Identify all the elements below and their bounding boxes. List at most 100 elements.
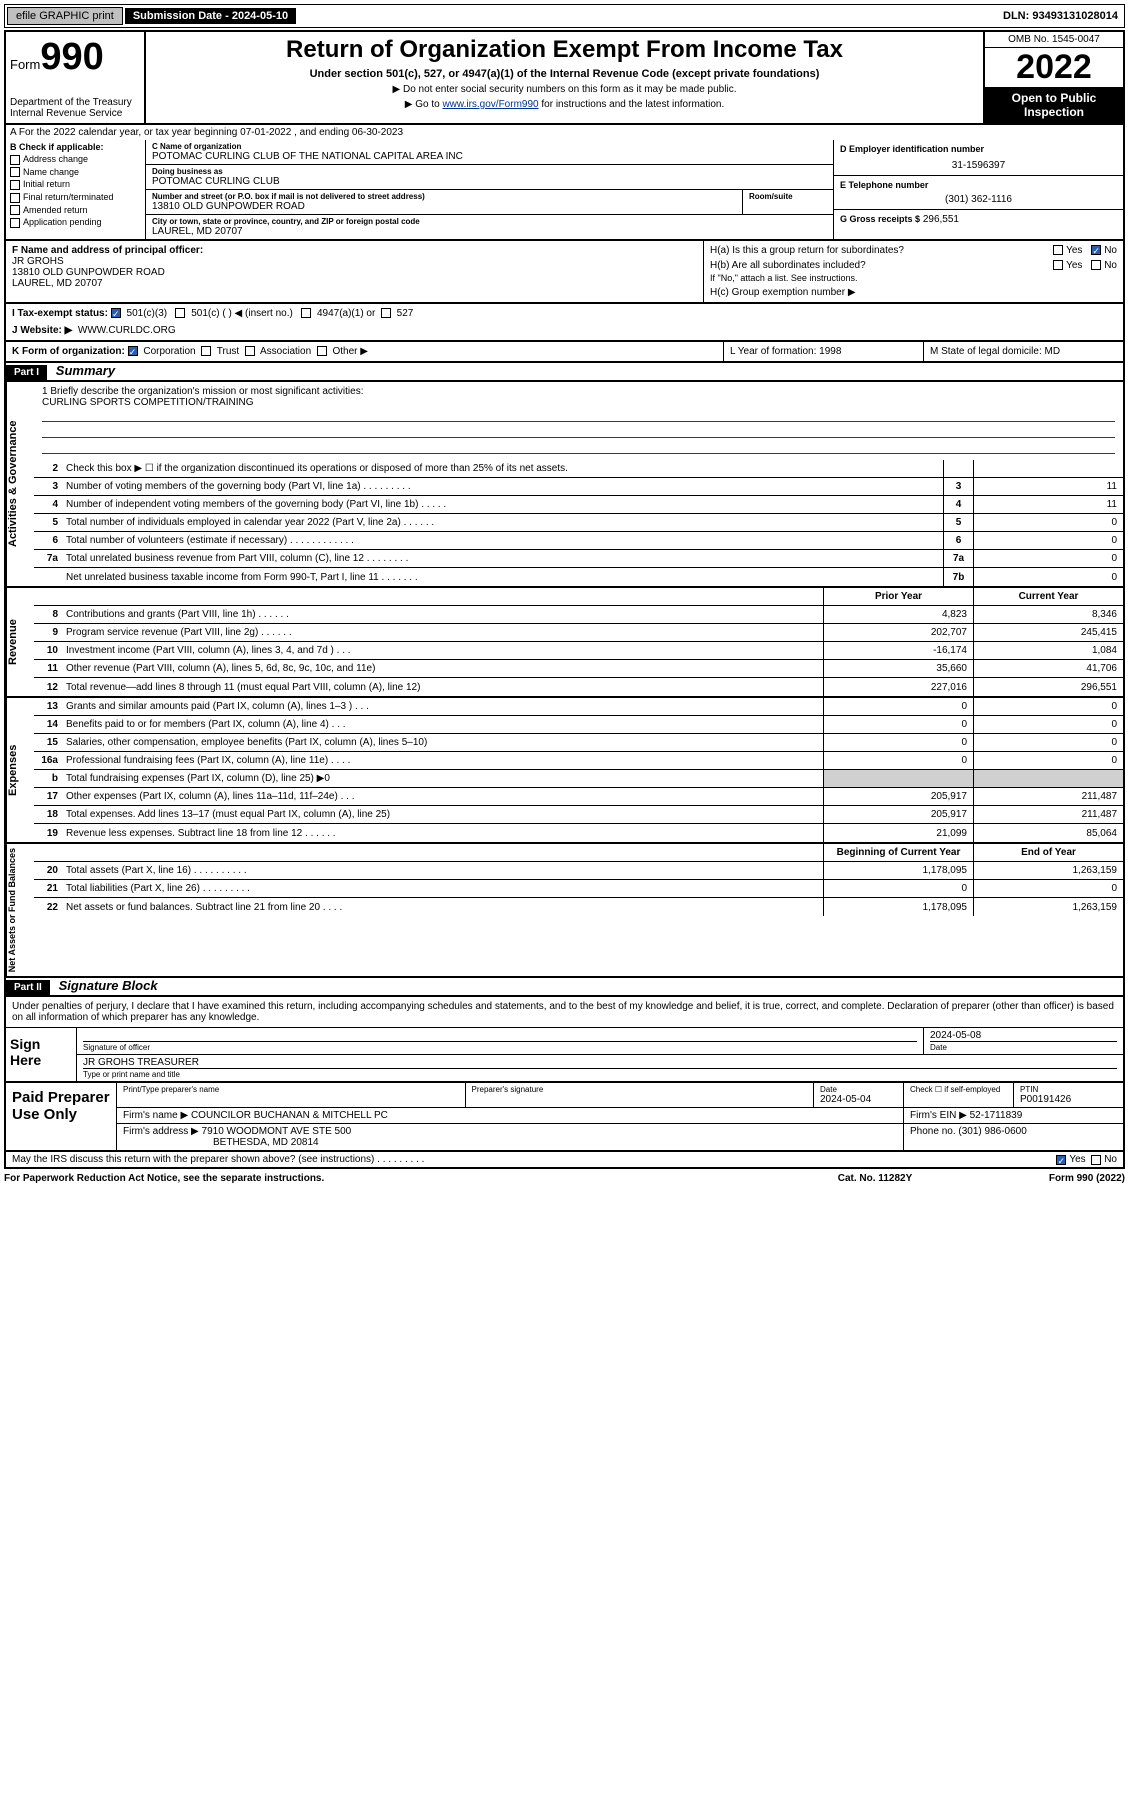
checkbox-address-change[interactable] [10,155,20,165]
signature-block: Under penalties of perjury, I declare th… [4,997,1125,1152]
vtab-revenue: Revenue [6,588,34,696]
hb-note: If "No," attach a list. See instructions… [710,273,1117,283]
checkbox-initial-return[interactable] [10,180,20,190]
i-4947[interactable] [301,308,311,318]
row-f-h: F Name and address of principal officer:… [4,241,1125,304]
line-a-tax-year: A For the 2022 calendar year, or tax yea… [4,125,1125,140]
form-header: Form990 Department of the Treasury Inter… [4,30,1125,125]
dba-name: POTOMAC CURLING CLUB [152,176,827,187]
summary-row: 15Salaries, other compensation, employee… [34,734,1123,752]
summary-row: 8Contributions and grants (Part VIII, li… [34,606,1123,624]
may-yes[interactable]: ✓ [1056,1155,1066,1165]
city-state-zip: LAUREL, MD 20707 [152,226,827,237]
summary-row: 20Total assets (Part X, line 16) . . . .… [34,862,1123,880]
open-inspection: Open to Public Inspection [985,87,1123,123]
omb-number: OMB No. 1545-0047 [985,32,1123,48]
firm-addr: 7910 WOODMONT AVE STE 500 [202,1126,352,1137]
summary-row: Net unrelated business taxable income fr… [34,568,1123,586]
i-527[interactable] [381,308,391,318]
irs-link[interactable]: www.irs.gov/Form990 [442,99,538,110]
ha-yes[interactable] [1053,245,1063,255]
perjury-declaration: Under penalties of perjury, I declare th… [6,997,1123,1027]
check-self-employed[interactable]: Check ☐ if self-employed [910,1085,1007,1094]
summary-row: 4Number of independent voting members of… [34,496,1123,514]
vtab-governance: Activities & Governance [6,382,34,586]
i-501c[interactable] [175,308,185,318]
sig-officer-label: Signature of officer [83,1041,917,1052]
checkbox-amended[interactable] [10,205,20,215]
top-toolbar: efile GRAPHIC print Submission Date - 20… [4,4,1125,28]
officer-addr1: 13810 OLD GUNPOWDER ROAD [12,267,697,278]
summary-row: 10Investment income (Part VIII, column (… [34,642,1123,660]
summary-row: 2Check this box ▶ ☐ if the organization … [34,460,1123,478]
summary-row: 14Benefits paid to or for members (Part … [34,716,1123,734]
k-trust[interactable] [201,346,211,356]
checkbox-name-change[interactable] [10,167,20,177]
form-990-footer: Form 990 (2022) [975,1173,1125,1184]
dln: DLN: 93493131028014 [1003,10,1124,22]
page-footer: For Paperwork Reduction Act Notice, see … [4,1169,1125,1188]
sig-date-label: Date [930,1041,1117,1052]
hb-yes[interactable] [1053,260,1063,270]
summary-row: 21Total liabilities (Part X, line 26) . … [34,880,1123,898]
hb-no[interactable] [1091,260,1101,270]
sig-date: 2024-05-08 [930,1030,1117,1041]
form-title: Return of Organization Exempt From Incom… [154,36,975,64]
k-assoc[interactable] [245,346,255,356]
checkbox-final-return[interactable] [10,193,20,203]
mission-text: CURLING SPORTS COMPETITION/TRAINING [42,397,1115,408]
g-gross-label: G Gross receipts $ [840,214,920,224]
summary-row: 12Total revenue—add lines 8 through 11 (… [34,678,1123,696]
hb-label: H(b) Are all subordinates included? [710,260,866,271]
sign-here-label: Sign Here [6,1028,76,1081]
summary-row: 7aTotal unrelated business revenue from … [34,550,1123,568]
officer-print-name: JR GROHS TREASURER [83,1057,1117,1068]
row-i-j: I Tax-exempt status: ✓ 501(c)(3) 501(c) … [4,304,1125,342]
summary-row: 9Program service revenue (Part VIII, lin… [34,624,1123,642]
summary-net-assets: Net Assets or Fund Balances Beginning of… [4,844,1125,978]
hdr-begin-year: Beginning of Current Year [823,844,973,861]
officer-name: JR GROHS [12,256,697,267]
may-no[interactable] [1091,1155,1101,1165]
block-b-through-g: B Check if applicable: Address change Na… [4,140,1125,241]
l-year-formation: L Year of formation: 1998 [723,342,923,361]
summary-row: 6Total number of volunteers (estimate if… [34,532,1123,550]
checkbox-app-pending[interactable] [10,218,20,228]
ha-no[interactable]: ✓ [1091,245,1101,255]
phone-value: (301) 362-1116 [840,194,1117,205]
mission-label: 1 Briefly describe the organization's mi… [42,386,1115,397]
ptin: P00191426 [1020,1094,1071,1105]
form-subtitle: Under section 501(c), 527, or 4947(a)(1)… [154,68,975,80]
efile-print-button[interactable]: efile GRAPHIC print [7,7,123,25]
k-other[interactable] [317,346,327,356]
i-501c3[interactable]: ✓ [111,308,121,318]
dba-label: Doing business as [152,167,827,176]
org-name: POTOMAC CURLING CLUB OF THE NATIONAL CAP… [152,151,827,162]
firm-name: COUNCILOR BUCHANAN & MITCHELL PC [191,1110,388,1121]
row-k: K Form of organization: ✓ Corporation Tr… [4,342,1125,363]
vtab-expenses: Expenses [6,698,34,842]
e-phone-label: E Telephone number [840,180,1117,190]
summary-row: 3Number of voting members of the governi… [34,478,1123,496]
hdr-current-year: Current Year [973,588,1123,605]
summary-row: 19Revenue less expenses. Subtract line 1… [34,824,1123,842]
summary-governance: Activities & Governance 1 Briefly descri… [4,382,1125,588]
firm-phone: (301) 986-0600 [958,1126,1026,1137]
cat-no: Cat. No. 11282Y [775,1173,975,1184]
k-corp[interactable]: ✓ [128,346,138,356]
irs-label: Internal Revenue Service [10,108,140,119]
summary-row: 22Net assets or fund balances. Subtract … [34,898,1123,916]
firm-city: BETHESDA, MD 20814 [213,1137,319,1148]
firm-ein: 52-1711839 [970,1110,1023,1121]
officer-addr2: LAUREL, MD 20707 [12,278,697,289]
dept-treasury: Department of the Treasury [10,97,140,108]
city-label: City or town, state or province, country… [152,217,827,226]
hdr-prior-year: Prior Year [823,588,973,605]
summary-row: 5Total number of individuals employed in… [34,514,1123,532]
summary-row: 11Other revenue (Part VIII, column (A), … [34,660,1123,678]
summary-row: 18Total expenses. Add lines 13–17 (must … [34,806,1123,824]
room-label: Room/suite [749,192,827,201]
instruction-1: ▶ Do not enter social security numbers o… [154,84,975,95]
website: WWW.CURLDC.ORG [78,325,176,336]
paid-preparer-label: Paid Preparer Use Only [6,1083,116,1150]
